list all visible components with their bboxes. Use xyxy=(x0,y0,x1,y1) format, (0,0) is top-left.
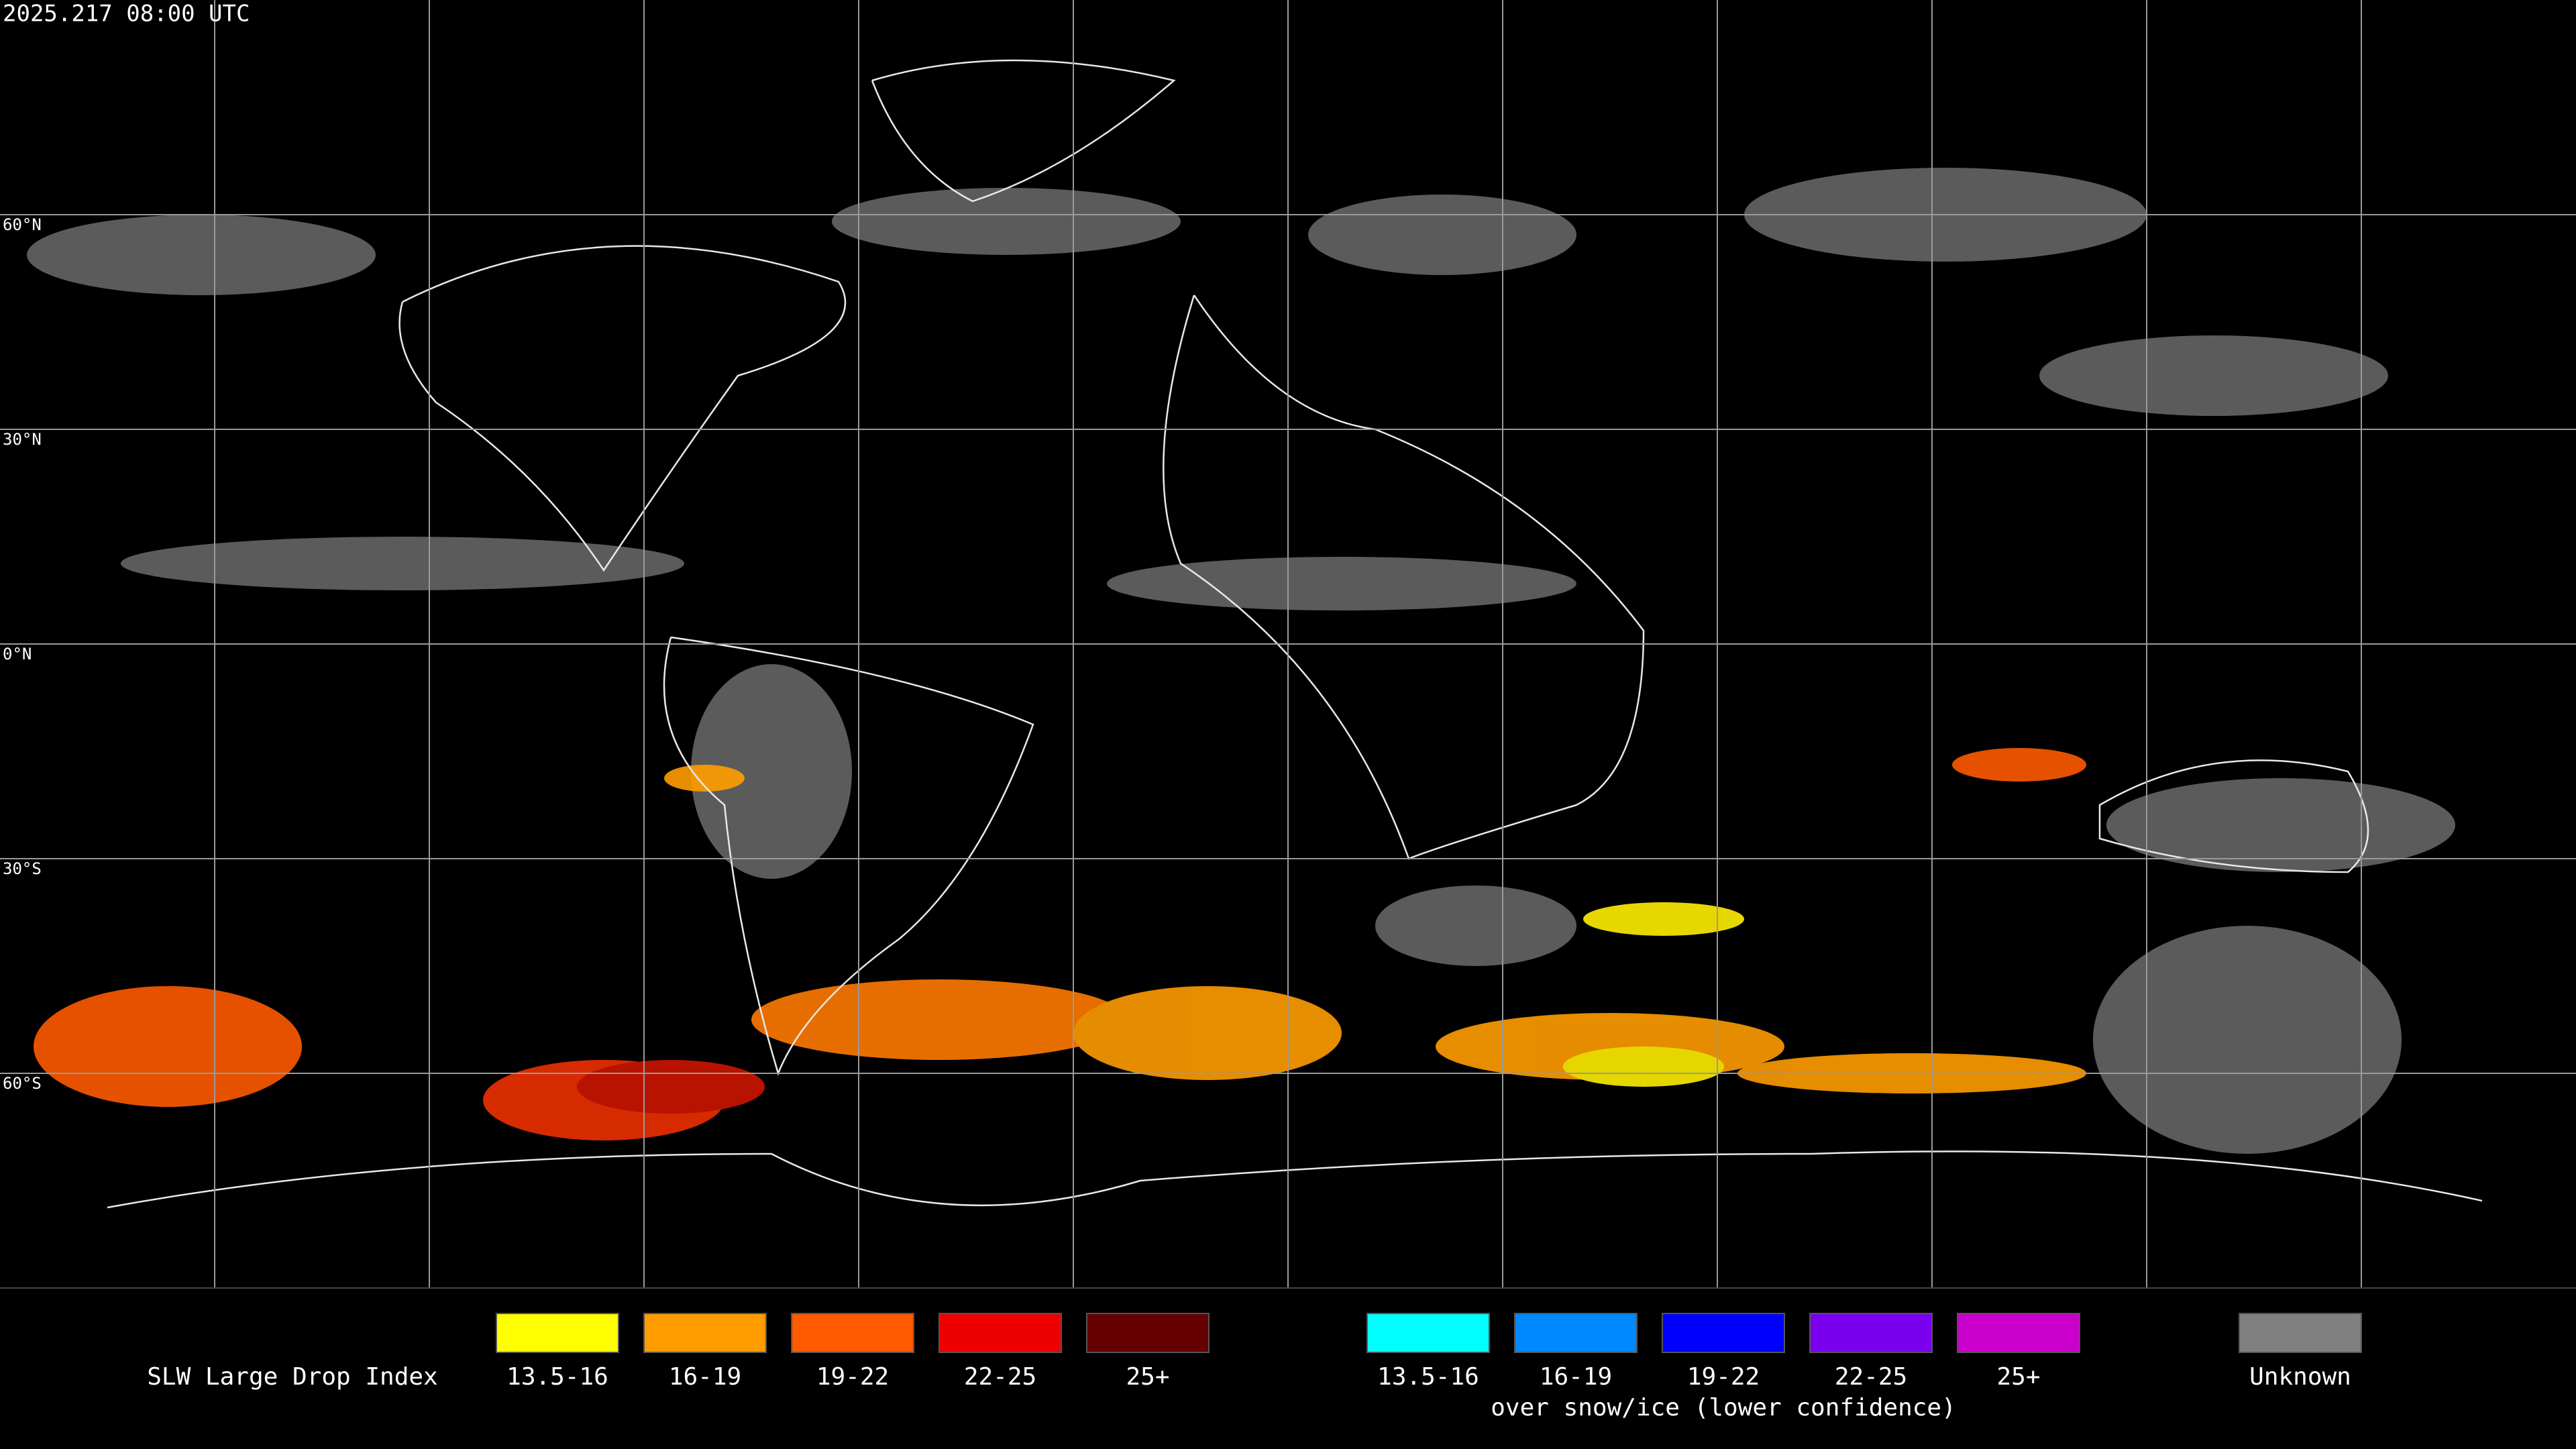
legend-swatch xyxy=(1086,1313,1210,1353)
legend-label: 22-25 xyxy=(964,1363,1036,1391)
legend-label: 25+ xyxy=(1996,1363,2040,1391)
legend-label: 13.5-16 xyxy=(506,1363,608,1391)
map-art xyxy=(27,59,2483,1209)
legend-caption: over snow/ice (lower confidence) xyxy=(1491,1394,1956,1421)
latitude-label: 30°N xyxy=(3,430,42,449)
legend-label: 19-22 xyxy=(1687,1363,1760,1391)
legend-swatch xyxy=(938,1313,1062,1353)
legend-label: 13.5-16 xyxy=(1377,1363,1479,1391)
legend-label: 16-19 xyxy=(669,1363,741,1391)
timestamp: 2025.217 08:00 UTC xyxy=(3,1,250,28)
legend-swatch xyxy=(1514,1313,1638,1353)
latitude-label: 60°N xyxy=(3,215,42,234)
legend-label: 19-22 xyxy=(816,1363,889,1391)
legend-swatch xyxy=(791,1313,914,1353)
latitude-label: 60°S xyxy=(3,1074,42,1093)
latitude-label: 30°S xyxy=(3,859,42,878)
legend-label: 25+ xyxy=(1126,1363,1169,1391)
legend-swatch xyxy=(1957,1313,2080,1353)
legend-label: 16-19 xyxy=(1540,1363,1612,1391)
legend-swatch xyxy=(2239,1313,2362,1353)
legend-swatch xyxy=(1809,1313,1933,1353)
legend-swatch xyxy=(1662,1313,1785,1353)
legend-swatch xyxy=(1366,1313,1490,1353)
legend-label: Unknown xyxy=(2249,1363,2351,1391)
latitude-label: 0°N xyxy=(3,645,32,663)
legend-swatch xyxy=(496,1313,619,1353)
legend-swatch xyxy=(643,1313,767,1353)
legend-label: 22-25 xyxy=(1835,1363,1907,1391)
legend-title: SLW Large Drop Index xyxy=(147,1363,437,1391)
